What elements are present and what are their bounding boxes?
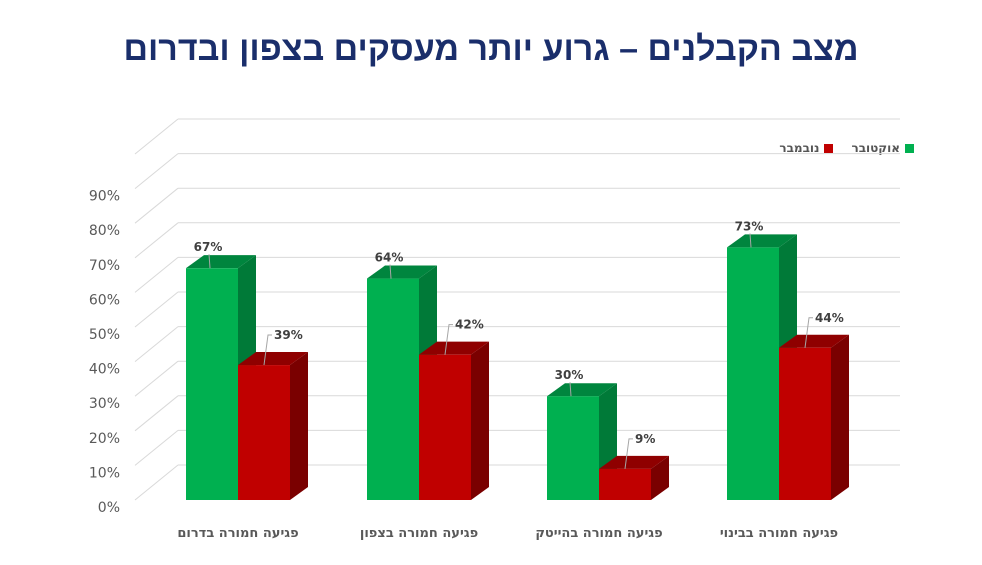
y-tick-label: 10% — [89, 465, 120, 481]
data-label: 9% — [635, 432, 655, 446]
bar-front — [547, 396, 599, 500]
chart-title: מצב הקבלנים – גרוע יותר מעסקים בצפון ובד… — [123, 30, 859, 68]
category-label: פגיעה חמורה בצפון — [360, 526, 478, 541]
gridline-diagonal — [134, 430, 179, 466]
gridline-diagonal — [134, 326, 179, 362]
bar-november — [419, 341, 489, 500]
bars — [186, 234, 849, 501]
bar-top — [419, 341, 489, 355]
bar-front — [727, 247, 779, 500]
bar-side — [651, 455, 669, 500]
gridline-diagonal — [134, 257, 179, 293]
leader-line — [389, 264, 392, 279]
legend-swatch-november — [824, 143, 834, 153]
gridline-diagonal — [134, 291, 179, 328]
bar-side — [290, 352, 308, 500]
leader-line — [569, 382, 572, 397]
category-label: פגיעה חמורה בדרום — [177, 526, 298, 541]
y-tick-label: 60% — [89, 292, 120, 308]
y-tick-label: 70% — [89, 258, 120, 274]
legend-label-october: אוקטובר — [851, 141, 900, 155]
data-label: 64% — [375, 251, 404, 265]
leader-line — [263, 334, 272, 366]
bar-top — [186, 255, 256, 269]
bar-november — [779, 334, 849, 500]
y-tick-label: 0% — [98, 500, 120, 516]
data-label: 39% — [274, 328, 303, 342]
bar-top — [599, 455, 669, 469]
data-label: 44% — [815, 311, 844, 325]
leader-line — [444, 324, 453, 355]
legend: אוקטובר נובמבר — [779, 141, 914, 155]
category-labels: פגיעה חמורה בדרום פגיעה חמורה בצפון פגיעה … — [177, 526, 838, 541]
legend-item-october: אוקטובר — [851, 141, 914, 155]
legend-item-november: נובמבר — [779, 141, 834, 155]
gridline-diagonal — [134, 222, 179, 259]
bar-front — [419, 354, 471, 500]
gridline-diagonal — [134, 153, 179, 189]
legend-swatch-october — [905, 143, 914, 153]
bar-top — [547, 383, 617, 397]
gridline-diagonal — [134, 464, 179, 501]
bar-side — [831, 334, 849, 500]
bar-front — [186, 268, 238, 500]
bar-front — [599, 468, 651, 500]
bar-top — [367, 265, 437, 279]
bar-front — [238, 365, 290, 500]
bar-top — [779, 334, 849, 348]
data-label: 67% — [194, 240, 223, 254]
data-label: 42% — [455, 318, 484, 332]
data-label: 73% — [735, 219, 764, 233]
y-tick-label: 30% — [89, 396, 120, 412]
bar-front — [779, 347, 831, 500]
bar-front — [367, 278, 419, 500]
gridline-diagonal — [134, 395, 179, 432]
category-label: פגיעה חמורה בבינוי — [720, 526, 838, 541]
y-tick-label: 90% — [89, 189, 120, 205]
legend-label-november: נובמבר — [779, 141, 820, 155]
gridline-diagonal — [134, 187, 179, 224]
y-axis-ticks: 0% 10% 20% 30% 40% 50% 60% 70% 80% 90% — [89, 189, 120, 516]
leader-line — [804, 317, 813, 348]
leader-line — [624, 438, 633, 469]
y-tick-label: 80% — [89, 223, 120, 239]
leader-line — [749, 233, 752, 248]
gridline-diagonal — [134, 360, 179, 397]
y-tick-label: 50% — [89, 327, 120, 343]
category-label: פגיעה חמורה בהייטק — [535, 526, 662, 541]
bar-side — [471, 341, 489, 500]
data-labels: 67% 39% 64% 42% 30% 9% 73% 44% — [194, 219, 844, 469]
leader-line — [208, 254, 211, 269]
gridline-diagonal — [134, 118, 179, 155]
y-tick-label: 20% — [89, 431, 120, 447]
data-label: 30% — [555, 368, 584, 382]
bar-top — [727, 234, 797, 248]
bar-november — [238, 352, 308, 500]
bar-top — [238, 352, 308, 366]
bar-november — [599, 455, 669, 500]
y-tick-label: 40% — [89, 362, 120, 378]
